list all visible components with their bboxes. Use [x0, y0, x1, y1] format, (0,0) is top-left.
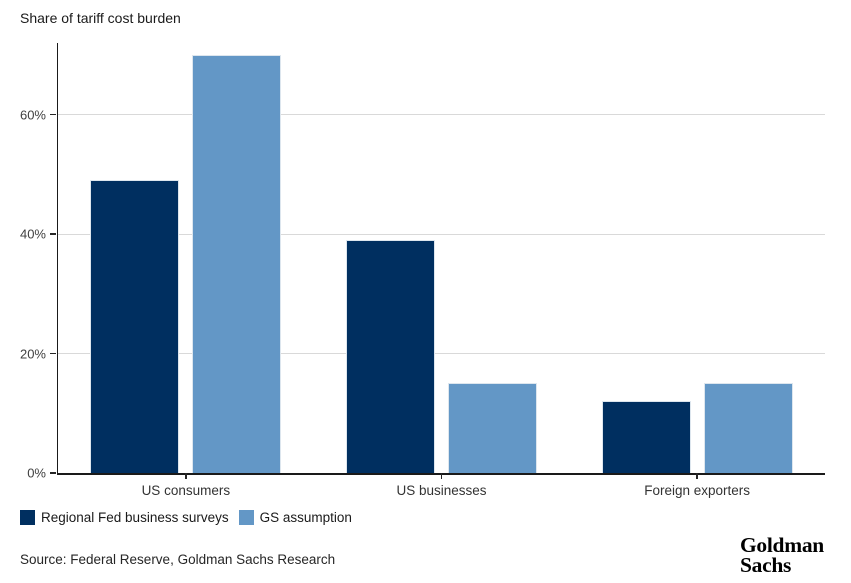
y-tick-0% — [50, 472, 56, 474]
y-tick-label-60%: 60% — [19, 107, 46, 123]
bar-survey-foreign-exporters — [601, 401, 691, 473]
x-tick-us-businesses — [440, 473, 443, 479]
source-note: Source: Federal Reserve, Goldman Sachs R… — [20, 552, 336, 567]
bar-gs-foreign-exporters — [703, 383, 793, 473]
legend-item-gs-assumption: GS assumption — [238, 510, 352, 525]
plot-area: 0% 20% 40% 60% US consumers US businesses Fore… — [20, 43, 825, 498]
legend-item-regional-fed-surveys: Regional Fed business surveys — [20, 510, 229, 525]
gridline-40% — [58, 233, 825, 235]
bar-survey-us-consumers — [90, 180, 180, 473]
gridline-60% — [58, 114, 825, 116]
x-label-foreign-exporters: Foreign exporters — [644, 483, 751, 498]
legend-label-regional-fed-surveys: Regional Fed business surveys — [41, 510, 229, 525]
bar-survey-us-businesses — [346, 240, 435, 473]
logo-line-1: Goldman — [740, 533, 824, 557]
logo-line-2: Sachs — [740, 553, 792, 577]
legend: Regional Fed business surveys GS assumpt… — [20, 510, 352, 525]
x-label-us-consumers: US consumers — [141, 483, 231, 498]
x-tick-foreign-exporters — [696, 473, 698, 479]
y-tick-60% — [50, 113, 56, 116]
y-tick-label-40%: 40% — [19, 226, 46, 242]
y-tick-label-20%: 20% — [19, 346, 46, 362]
x-label-us-businesses: US businesses — [396, 483, 487, 498]
bar-gs-us-consumers — [192, 54, 282, 473]
bar-gs-us-businesses — [448, 383, 537, 473]
chart-title: Share of tariff cost burden — [20, 10, 181, 26]
legend-swatch-dark-blue — [20, 510, 35, 525]
y-axis-line — [56, 43, 58, 473]
legend-label-gs-assumption: GS assumption — [259, 510, 352, 525]
legend-swatch-light-blue — [238, 510, 254, 525]
x-tick-us-consumers — [185, 473, 187, 479]
y-tick-40% — [50, 233, 56, 235]
y-tick-20% — [50, 352, 56, 355]
goldman-sachs-logo: Goldman Sachs — [740, 533, 824, 577]
gridline-20% — [58, 353, 825, 355]
y-tick-label-0%: 0% — [27, 465, 46, 481]
